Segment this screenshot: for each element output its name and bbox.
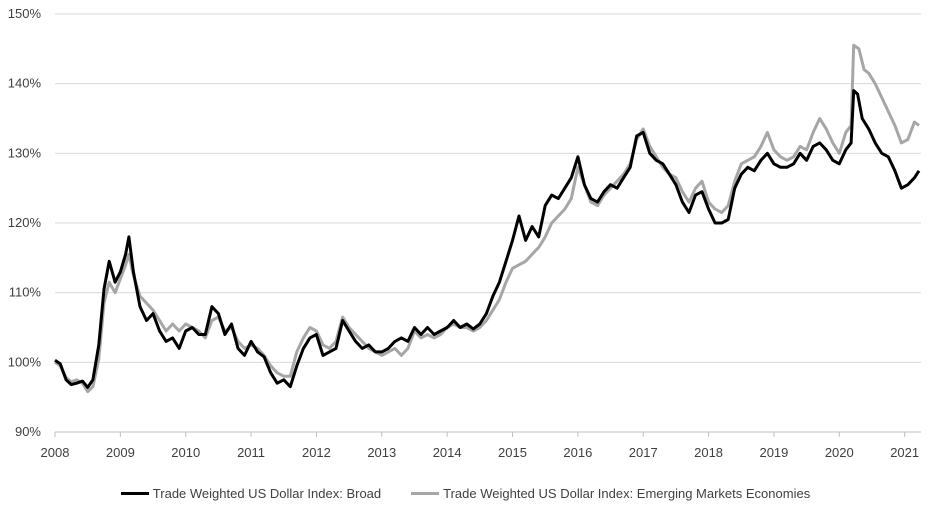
- y-tick-label: 90%: [15, 424, 41, 439]
- x-tick-label: 2018: [694, 445, 723, 460]
- chart-plot-area: 90% 100% 110% 120% 130% 140% 150% 2008 2009 2010 2…: [8, 6, 921, 460]
- x-tick-label: 2016: [563, 445, 592, 460]
- y-tick-label: 100%: [8, 354, 42, 369]
- x-tick-label: 2014: [433, 445, 462, 460]
- series-line-emerging: [54, 43, 920, 394]
- gridlines: [55, 13, 921, 433]
- x-tick-label: 2015: [498, 445, 527, 460]
- x-tick-label: 2019: [759, 445, 788, 460]
- x-tick-label: 2021: [890, 445, 919, 460]
- x-tick-label: 2008: [41, 445, 70, 460]
- x-tick-label: 2017: [629, 445, 658, 460]
- y-tick-label: 120%: [8, 215, 42, 230]
- series: [54, 43, 921, 394]
- legend-swatch-emerging: [411, 492, 440, 495]
- x-tick-label: 2020: [825, 445, 854, 460]
- legend-item-emerging: Trade Weighted US Dollar Index: Emerging…: [411, 486, 810, 501]
- x-tick-label: 2011: [237, 445, 265, 460]
- legend-swatch-broad: [120, 492, 149, 495]
- legend-item-broad: Trade Weighted US Dollar Index: Broad: [120, 486, 382, 501]
- legend: Trade Weighted US Dollar Index: Broad Tr…: [0, 486, 931, 501]
- x-tick-label: 2013: [367, 445, 396, 460]
- legend-label-broad: Trade Weighted US Dollar Index: Broad: [152, 486, 382, 501]
- x-tick-label: 2009: [106, 445, 135, 460]
- y-tick-label: 140%: [8, 76, 42, 91]
- y-tick-label: 130%: [8, 145, 42, 160]
- y-tick-label: 150%: [8, 6, 42, 21]
- x-tick-label: 2010: [171, 445, 200, 460]
- x-tick-label: 2012: [302, 445, 331, 460]
- axes: 90% 100% 110% 120% 130% 140% 150% 2008 2009 2010 2…: [8, 6, 921, 460]
- series-line-broad: [54, 89, 921, 389]
- y-tick-label: 110%: [9, 285, 42, 300]
- legend-label-emerging: Trade Weighted US Dollar Index: Emerging…: [443, 486, 811, 501]
